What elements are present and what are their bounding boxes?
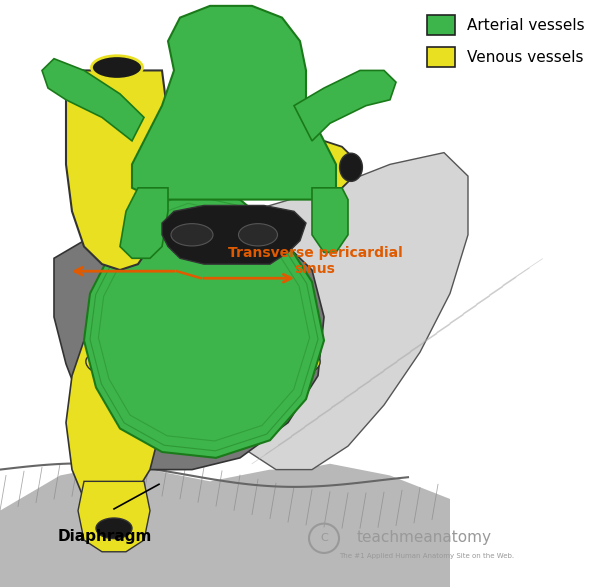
Ellipse shape [196,408,224,426]
Polygon shape [78,481,150,552]
Polygon shape [162,205,306,264]
Ellipse shape [273,384,303,403]
Ellipse shape [202,412,218,421]
Ellipse shape [160,406,176,416]
Ellipse shape [154,402,182,420]
Polygon shape [42,59,144,141]
Polygon shape [168,153,468,470]
Text: Diaphragm: Diaphragm [58,529,152,545]
Ellipse shape [280,388,296,399]
Ellipse shape [244,406,260,416]
Polygon shape [0,464,450,587]
Ellipse shape [238,402,266,420]
Ellipse shape [340,153,362,181]
Polygon shape [54,217,324,470]
Ellipse shape [239,224,277,246]
Ellipse shape [124,388,140,399]
Ellipse shape [171,224,213,246]
Text: The #1 Applied Human Anatomy Site on the Web.: The #1 Applied Human Anatomy Site on the… [339,553,514,559]
Ellipse shape [91,56,143,79]
Ellipse shape [93,299,135,323]
Polygon shape [84,188,324,458]
Text: teachmeanatomy: teachmeanatomy [357,529,492,545]
Polygon shape [312,188,348,252]
Polygon shape [66,305,162,499]
Polygon shape [120,188,168,258]
Text: C: C [320,533,328,544]
Ellipse shape [96,518,132,539]
Polygon shape [66,70,168,270]
Ellipse shape [93,358,111,370]
Polygon shape [144,141,354,194]
Ellipse shape [117,384,147,403]
Legend: Arterial vessels, Venous vessels: Arterial vessels, Venous vessels [420,8,592,75]
Ellipse shape [86,353,118,375]
Ellipse shape [298,359,314,369]
Text: Transverse pericardial
sinus: Transverse pericardial sinus [227,246,403,276]
Ellipse shape [292,354,320,374]
Polygon shape [132,6,336,200]
Polygon shape [294,70,396,141]
